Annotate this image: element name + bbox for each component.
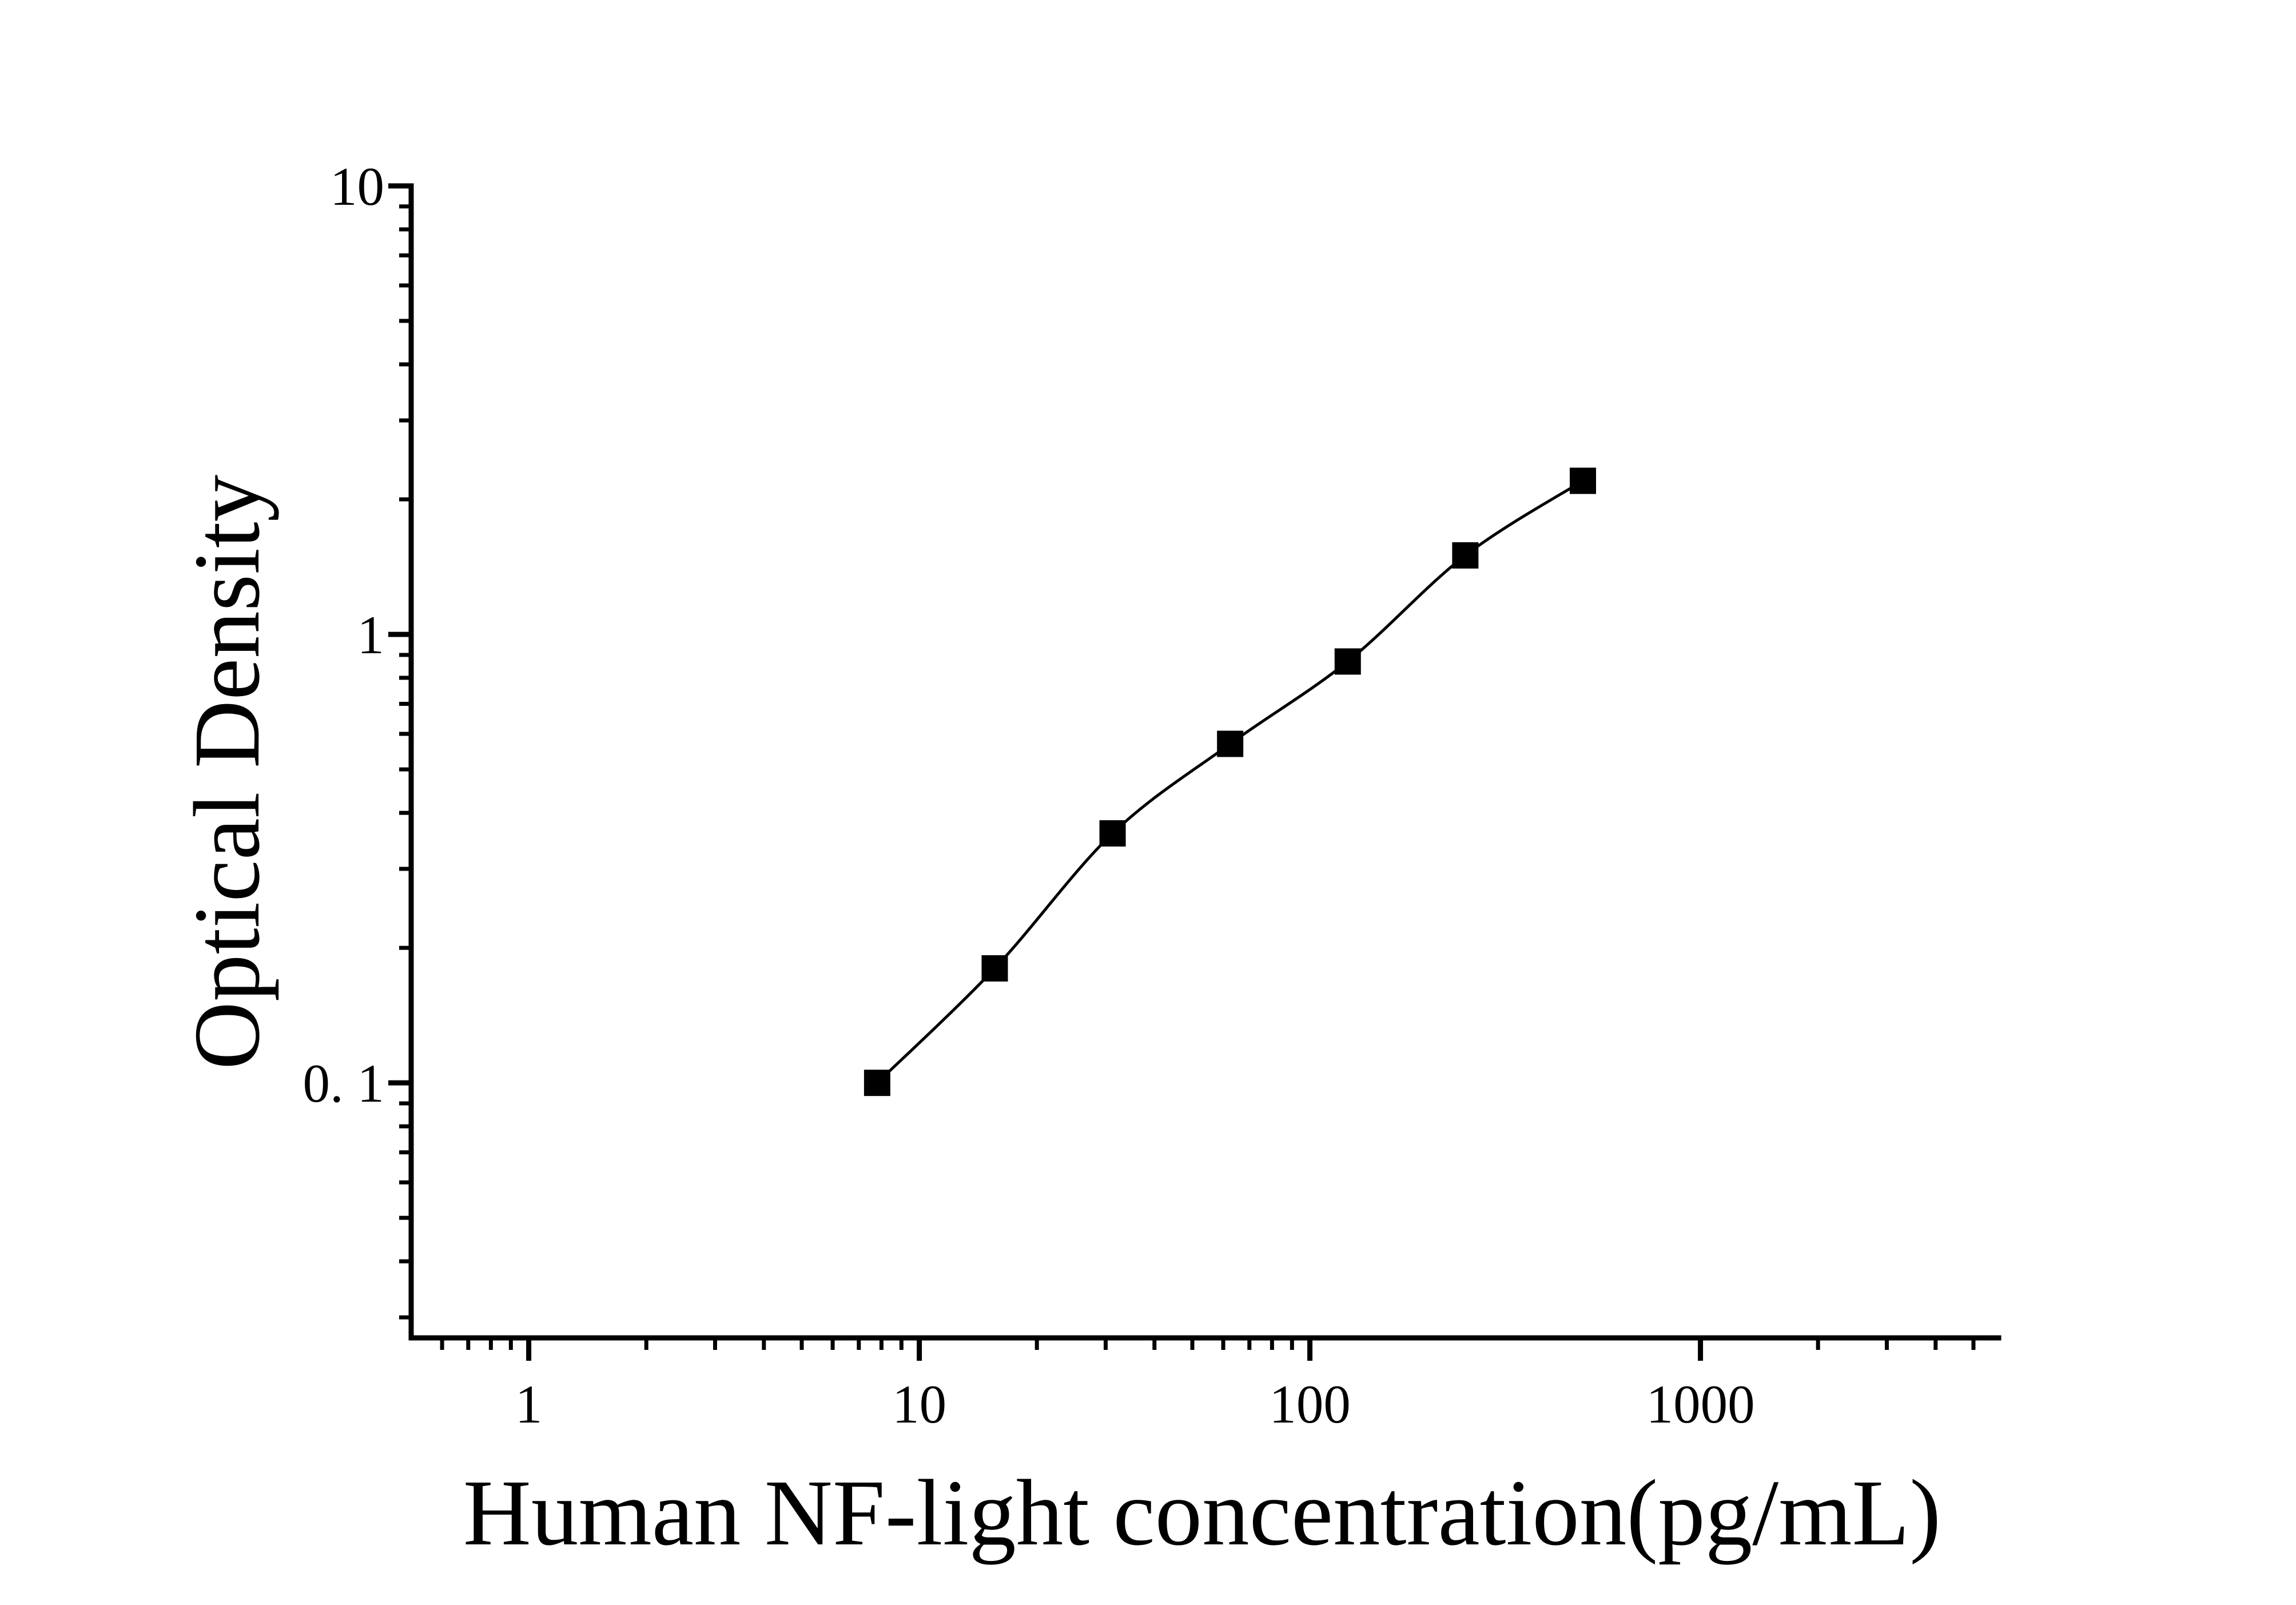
- data-point-marker: [1217, 730, 1244, 757]
- data-point-marker: [864, 1070, 890, 1097]
- y-tick-label: 10: [330, 156, 384, 217]
- x-tick-label: 100: [1269, 1374, 1351, 1435]
- x-tick-label: 10: [892, 1374, 946, 1435]
- y-tick-label: 0. 1: [303, 1053, 385, 1114]
- plot-area: 1 10 100 1000 0. 1 1 10: [303, 156, 2001, 1435]
- y-tick-label: 1: [357, 605, 385, 665]
- data-point-marker: [981, 955, 1008, 982]
- x-axis-title: Human NF-light concentration(pg/mL): [463, 1460, 1941, 1565]
- data-point-marker: [1569, 467, 1596, 494]
- x-tick-label: 1: [515, 1374, 543, 1435]
- data-point-marker: [1452, 542, 1479, 569]
- standard-curve-line: [876, 479, 1584, 1084]
- data-point-marker: [1334, 648, 1361, 675]
- y-axis-title: Optical Density: [174, 475, 279, 1070]
- axis-spines: [408, 183, 2001, 1341]
- data-point-marker: [1099, 820, 1126, 847]
- x-tick-label: 1000: [1646, 1374, 1755, 1435]
